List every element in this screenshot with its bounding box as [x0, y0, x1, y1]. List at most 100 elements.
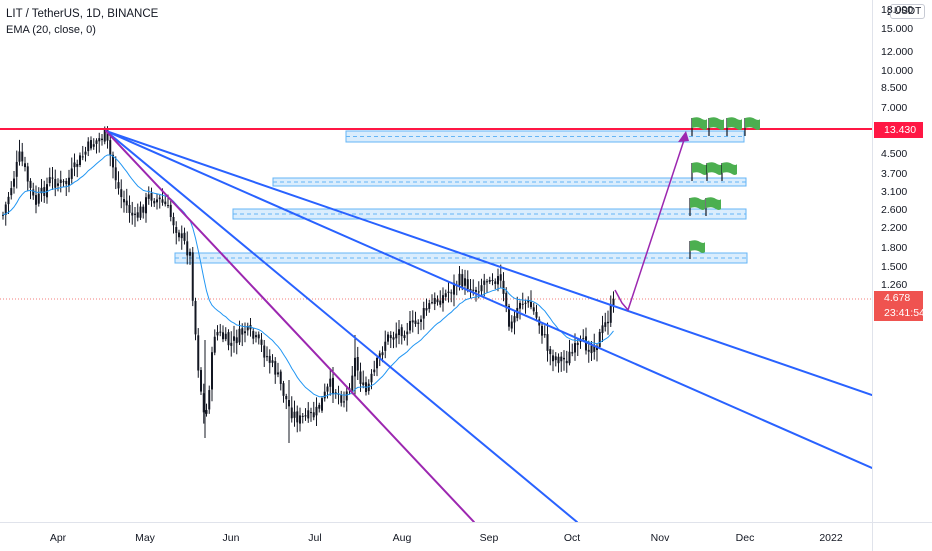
candle-body: [329, 378, 332, 387]
candle-body: [480, 285, 483, 292]
candle-body: [169, 204, 172, 218]
candle-body: [68, 177, 70, 186]
candle-body: [332, 377, 334, 395]
price-tick: 1.800: [881, 242, 908, 255]
candle-body: [37, 193, 40, 204]
chart-canvas[interactable]: [0, 0, 872, 522]
price-tick: 15.000: [881, 22, 914, 35]
candle-body: [271, 360, 274, 363]
last-price-tag: 4.678: [874, 291, 923, 306]
candle-body: [285, 396, 288, 400]
price-tick: 7.000: [881, 101, 908, 114]
candle-body: [46, 184, 48, 198]
currency-button[interactable]: USDT: [890, 4, 926, 19]
candle-body: [205, 410, 208, 414]
candle-body: [557, 356, 560, 364]
candle-body: [65, 180, 68, 185]
candle-body: [543, 334, 546, 336]
candle-body: [367, 383, 370, 392]
candle-body: [590, 345, 593, 354]
candle-body: [343, 401, 345, 403]
candle-body: [172, 216, 175, 226]
candle-body: [370, 373, 373, 383]
candle-body: [139, 206, 142, 218]
time-label: Apr: [49, 532, 67, 544]
trendlines: [0, 128, 872, 522]
candle-body: [593, 345, 596, 352]
chart-area[interactable]: LIT / TetherUS, 1D, BINANCE EMA (20, clo…: [0, 0, 872, 522]
candle-body: [568, 351, 571, 364]
candle-body: [411, 320, 414, 323]
time-label: Nov: [650, 532, 670, 544]
price-axis[interactable]: 2 USDT 22.00018.00015.00012.00010.0008.5…: [872, 0, 932, 522]
time-axis[interactable]: Apr May Jun Jul Aug Sep Oct Nov Dec 2022: [0, 522, 872, 551]
resistance-price-tag: 13.430: [874, 122, 923, 138]
candle-body: [304, 415, 307, 417]
candle-body: [180, 233, 183, 239]
flag: [722, 162, 737, 175]
candle-body: [277, 372, 279, 375]
target-flags: [689, 117, 760, 259]
candle-body: [114, 167, 117, 181]
candle-body: [167, 205, 169, 207]
time-label: Sep: [479, 532, 499, 544]
price-tick: 10.000: [881, 64, 914, 77]
candle-body: [477, 291, 480, 293]
candle-body: [433, 298, 436, 305]
time-label: Oct: [563, 532, 581, 544]
price-tick: 2.600: [881, 204, 908, 217]
candle-body: [505, 292, 508, 308]
candle-body: [255, 335, 257, 338]
candle-body: [461, 274, 464, 287]
candle-body: [76, 163, 79, 167]
candle-body: [10, 188, 13, 196]
time-label: May: [135, 532, 155, 544]
candle-body: [290, 407, 293, 419]
candle-body: [260, 339, 263, 345]
candle-body: [128, 204, 131, 213]
candle-body: [458, 273, 461, 286]
candle-body: [175, 227, 178, 233]
candle-body: [125, 200, 128, 206]
candle-body: [134, 213, 136, 215]
candle-body: [161, 199, 164, 203]
candle-body: [400, 327, 403, 337]
candle-body: [494, 281, 497, 284]
symbol-title[interactable]: LIT / TetherUS, 1D, BINANCE: [6, 8, 159, 20]
candle-body: [158, 197, 161, 200]
candle-body: [398, 329, 400, 336]
candle-body: [252, 331, 255, 339]
candle-body: [587, 349, 590, 352]
trendline-4-purple: [105, 130, 475, 522]
candle-body: [296, 411, 299, 423]
candle-body: [153, 200, 156, 204]
time-label: Dec: [735, 532, 755, 544]
candle-body: [373, 369, 376, 373]
candle-body: [425, 308, 428, 311]
candle-body: [24, 163, 26, 168]
candle-body: [345, 391, 348, 401]
candle-body: [499, 274, 502, 281]
candle-body: [164, 201, 167, 205]
time-label: 2022: [819, 532, 843, 544]
price-tick: 12.000: [881, 46, 914, 59]
candle-body: [381, 352, 384, 356]
candle-body: [552, 355, 554, 362]
candle-body: [202, 393, 205, 413]
candle-body: [466, 279, 469, 289]
candle-body: [7, 196, 10, 205]
candle-body: [530, 301, 532, 308]
candle-body: [191, 252, 194, 301]
flag: [692, 117, 707, 130]
price-tick: 3.100: [881, 186, 908, 199]
candle-body: [200, 370, 202, 392]
candle-body: [282, 383, 285, 396]
candle-body: [524, 302, 527, 304]
candle-body: [219, 331, 222, 333]
candle-body: [98, 138, 101, 142]
candle-body: [299, 415, 301, 424]
candle-body: [117, 182, 120, 189]
candle-body: [310, 412, 312, 414]
indicator-label[interactable]: EMA (20, close, 0): [6, 24, 96, 36]
candle-body: [40, 187, 43, 194]
